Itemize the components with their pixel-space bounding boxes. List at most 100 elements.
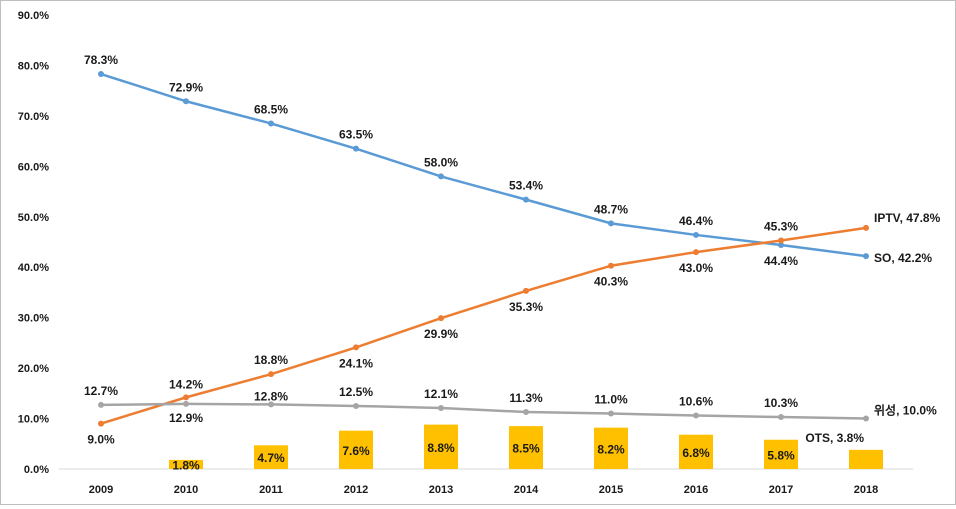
- iptv-data-label: 43.0%: [679, 261, 713, 275]
- satellite-data-label: 11.0%: [594, 393, 628, 407]
- so-data-label: 58.0%: [424, 155, 458, 169]
- satellite-point: [268, 401, 274, 408]
- satellite-data-label: 12.8%: [254, 389, 288, 403]
- ots-data-label: 8.2%: [597, 442, 625, 456]
- ots-bar: [764, 439, 798, 469]
- iptv-data-label: 24.1%: [339, 356, 373, 370]
- satellite-point: [863, 415, 869, 422]
- satellite-data-label: 11.3%: [509, 391, 543, 405]
- satellite-point: [608, 410, 614, 417]
- ots-bar: [254, 445, 288, 469]
- satellite-point: [183, 400, 189, 407]
- ots-bar: [339, 430, 373, 469]
- y-tick-label: 80.0%: [18, 60, 49, 72]
- ots-bars: [169, 424, 883, 469]
- iptv-point: [693, 249, 699, 256]
- so-point: [268, 120, 274, 127]
- satellite-point: [693, 412, 699, 419]
- y-tick-label: 40.0%: [18, 262, 49, 274]
- satellite-data-label: 12.1%: [424, 387, 458, 401]
- x-tick-label: 2013: [429, 484, 453, 496]
- ots-bar: [679, 434, 713, 469]
- iptv-point: [98, 420, 104, 427]
- iptv-point: [523, 287, 529, 294]
- iptv-data-label: 45.3%: [764, 219, 798, 233]
- iptv-data-label: 9.0%: [87, 433, 115, 447]
- satellite-data-label: 12.9%: [169, 411, 203, 425]
- satellite-data-label: 10.6%: [679, 395, 713, 409]
- x-tick-label: 2012: [344, 484, 368, 496]
- so-data-label: 53.4%: [509, 179, 543, 193]
- so-point: [608, 220, 614, 227]
- so-data-label: 72.9%: [169, 80, 203, 94]
- iptv-point: [438, 315, 444, 322]
- ots-data-label: 4.7%: [257, 451, 285, 465]
- iptv-point: [353, 344, 359, 351]
- satellite-point: [778, 414, 784, 421]
- y-tick-label: 20.0%: [18, 363, 49, 375]
- so-data-label: 63.5%: [339, 128, 373, 142]
- iptv-point: [608, 262, 614, 269]
- y-tick-label: 50.0%: [18, 212, 49, 224]
- so-data-label: 68.5%: [254, 102, 288, 116]
- satellite-point: [353, 402, 359, 409]
- so-data-label: 46.4%: [679, 214, 713, 228]
- ots-bar: [594, 427, 628, 469]
- iptv-line: [100, 226, 867, 425]
- iptv-data-label: 14.2%: [169, 377, 203, 391]
- ots-data-label: 5.8%: [767, 448, 795, 462]
- x-tick-label: 2014: [514, 484, 539, 496]
- satellite-data-label: 12.7%: [84, 384, 118, 398]
- satellite-point: [98, 401, 104, 408]
- ots-data-label: 1.8%: [172, 458, 200, 472]
- iptv-point: [863, 224, 869, 231]
- ots-bar: [849, 449, 883, 469]
- so-line: [100, 72, 867, 258]
- ots-data-label: OTS, 3.8%: [805, 431, 864, 445]
- so-point: [523, 196, 529, 203]
- iptv-data-label: IPTV, 47.8%: [874, 211, 941, 225]
- x-tick-label: 2016: [684, 484, 708, 496]
- iptv-data-label: 35.3%: [509, 300, 543, 314]
- iptv-data-label: 29.9%: [424, 327, 458, 341]
- ots-bar: [424, 424, 458, 469]
- satellite-data-label: 위성, 10.0%: [874, 404, 937, 418]
- iptv-point: [183, 394, 189, 401]
- iptv-data-label: 18.8%: [254, 353, 288, 367]
- so-point: [183, 98, 189, 105]
- x-tick-label: 2017: [769, 484, 793, 496]
- so-data-label: 78.3%: [84, 53, 118, 67]
- data-labels: 78.3% 72.9% 68.5% 63.5% 58.0% 53.4% 48.7% 46.4%…: [84, 53, 941, 472]
- satellite-data-label: 10.3%: [764, 396, 798, 410]
- so-point: [353, 145, 359, 152]
- iptv-point: [268, 371, 274, 378]
- so-point: [863, 253, 869, 260]
- series-lines: [98, 71, 869, 427]
- axes: 0.0% 10.0% 20.0% 30.0% 40.0% 50.0% 60.0% 70.0% 8…: [18, 10, 913, 496]
- y-tick-label: 10.0%: [18, 414, 49, 426]
- ots-bar: [509, 426, 543, 469]
- so-point: [438, 173, 444, 180]
- x-tick-label: 2009: [89, 484, 113, 496]
- y-tick-label: 70.0%: [18, 111, 49, 123]
- y-tick-label: 90.0%: [18, 10, 49, 22]
- ots-bar: [169, 459, 203, 469]
- x-tick-label: 2015: [599, 484, 623, 496]
- x-tick-label: 2011: [259, 484, 283, 496]
- satellite-point: [523, 408, 529, 415]
- so-data-label: 48.7%: [594, 202, 628, 216]
- ots-data-label: 7.6%: [342, 444, 370, 458]
- so-data-label: SO, 42.2%: [874, 251, 932, 265]
- x-tick-label: 2010: [174, 484, 198, 496]
- ots-data-label: 8.5%: [512, 442, 540, 456]
- y-tick-label: 0.0%: [24, 464, 49, 476]
- so-data-label: 44.4%: [764, 254, 798, 268]
- iptv-data-label: 40.3%: [594, 275, 628, 289]
- y-tick-label: 60.0%: [18, 161, 49, 173]
- x-tick-label: 2018: [854, 484, 878, 496]
- satellite-point: [438, 404, 444, 411]
- so-point: [693, 231, 699, 238]
- y-tick-label: 30.0%: [18, 313, 49, 325]
